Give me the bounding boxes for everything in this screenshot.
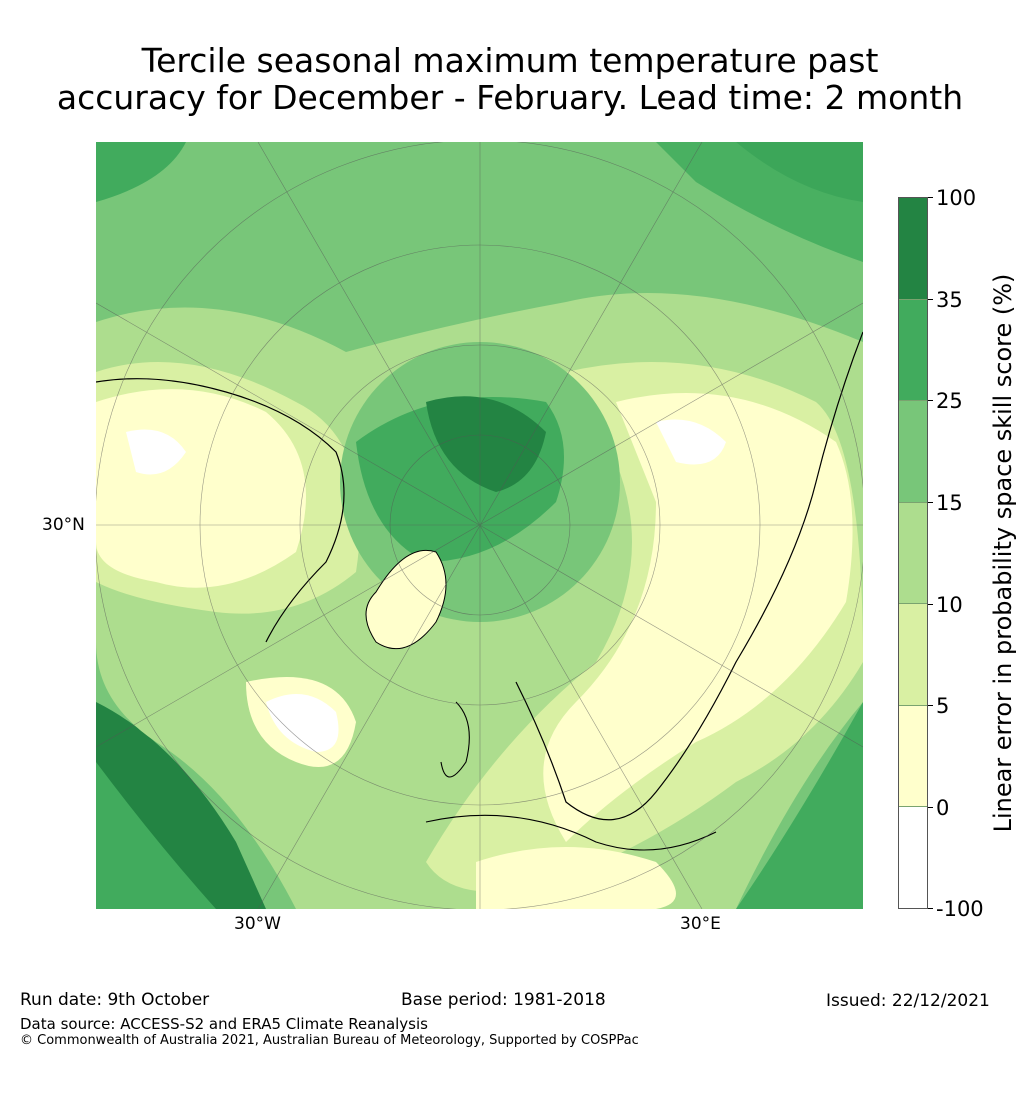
region-mid-nw <box>96 142 186 202</box>
colorbar-tick-label: 10 <box>936 593 963 617</box>
region-greenland <box>365 549 447 650</box>
region-white-canada <box>126 429 186 475</box>
colorbar-tick-label: -100 <box>936 897 984 921</box>
colorbar-segment-35-100 <box>899 198 927 300</box>
colorbar-tick-label: 25 <box>936 389 963 413</box>
coastline-eurasia <box>515 331 863 821</box>
colorbar-segment-5-10 <box>899 604 927 706</box>
region-arctic-dark <box>426 396 546 492</box>
colorbar-tick-label: 100 <box>936 186 977 210</box>
colorbar-segment-10-15 <box>899 502 927 605</box>
colorbar-segment-neg100-0 <box>899 807 927 909</box>
graticule <box>96 142 863 909</box>
colorbar-segment-0-5 <box>899 705 927 808</box>
region-cream-eurasia <box>543 393 853 842</box>
region-mid-se <box>736 702 863 909</box>
region-white-atlantic <box>266 694 339 752</box>
coastline-britain <box>440 701 470 778</box>
colorbar-tick-label: 15 <box>936 491 963 515</box>
lon-label-30e: 30°E <box>680 914 721 934</box>
run-date: Run date: 9th October <box>20 990 210 1010</box>
coastline-mediterranean <box>425 814 717 851</box>
region-mid-sw <box>96 762 216 909</box>
chart-title-line-2: accuracy for December - February. Lead t… <box>56 78 964 117</box>
colorbar-tick-label: 35 <box>936 288 963 312</box>
colorbar-segment-15-25 <box>899 401 927 503</box>
base-period: Base period: 1981-2018 <box>401 990 606 1010</box>
colorbar-tick-label: 0 <box>936 796 950 820</box>
coastline-north-america <box>96 378 345 643</box>
skill-score-map <box>96 142 863 909</box>
region-mid-ne <box>656 142 863 262</box>
lat-label-30n: 30°N <box>42 515 85 535</box>
colorbar-axis-label: Linear error in probability space skill … <box>989 273 1017 833</box>
colorbar-tick-label: 5 <box>936 694 950 718</box>
colorbar-segment-25-35 <box>899 299 927 402</box>
region-cream-south <box>476 847 676 909</box>
region-white-siberia <box>656 419 726 465</box>
chart-title-line-1: Tercile seasonal maximum temperature pas… <box>141 41 879 80</box>
issued-date: Issued: 22/12/2021 <box>826 991 990 1011</box>
data-source: Data source: ACCESS-S2 and ERA5 Climate … <box>20 1015 428 1033</box>
colorbar <box>898 197 928 909</box>
lon-label-30w: 30°W <box>234 914 281 934</box>
copyright-notice: © Commonwealth of Australia 2021, Austra… <box>20 1033 639 1048</box>
